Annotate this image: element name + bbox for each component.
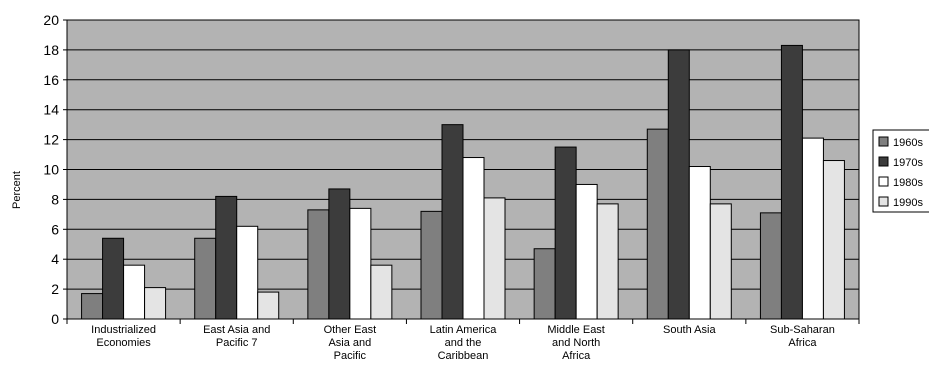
legend-label-1970s: 1970s <box>893 157 923 169</box>
legend-swatch-1960s <box>878 136 889 147</box>
bar-1960s-2 <box>307 209 330 320</box>
bar-1970s-3 <box>441 124 464 320</box>
bar-1960s-1 <box>194 237 217 320</box>
legend-label-1960s: 1960s <box>893 137 923 149</box>
bar-1990s-5 <box>709 203 732 320</box>
x-tick-labels: Industrialized Economies East Asia and Paci… <box>91 324 835 362</box>
y-axis-label: Percent <box>11 171 23 209</box>
bar-1970s-0 <box>102 237 125 320</box>
legend-label-1980s: 1980s <box>893 177 923 189</box>
x-tick-label: Industrialized Economies <box>91 324 156 349</box>
x-tick-label: Other East Asia and Pacific <box>324 324 377 362</box>
bar-1980s-1 <box>236 225 259 320</box>
bar-1980s-0 <box>123 264 146 320</box>
legend-swatch-1970s <box>878 156 889 167</box>
bar-1970s-6 <box>780 44 803 320</box>
bar-1960s-4 <box>533 248 556 320</box>
bar-1960s-6 <box>759 212 782 320</box>
y-tick-label: 0 <box>51 311 59 327</box>
bar-1990s-1 <box>257 291 280 320</box>
y-tick-label: 12 <box>43 132 59 148</box>
x-tick-label: Middle East and North Africa <box>547 324 604 362</box>
y-tick-label: 2 <box>51 281 59 297</box>
x-tick-label: Sub-Saharan Africa <box>770 324 835 349</box>
y-tick-labels: 0 2 4 6 8 10 12 14 16 18 20 <box>43 12 67 327</box>
y-tick-label: 14 <box>43 102 59 118</box>
bar-1970s-4 <box>554 146 577 320</box>
bars <box>81 44 845 320</box>
bar-1990s-2 <box>370 264 393 320</box>
legend-swatch-1990s <box>878 196 889 207</box>
x-tick-label: South Asia <box>663 324 716 336</box>
bar-1980s-3 <box>462 157 485 320</box>
legend-label-1990s: 1990s <box>893 197 923 209</box>
y-tick-label: 20 <box>43 12 59 28</box>
bar-1990s-6 <box>822 160 845 320</box>
bar-1980s-4 <box>575 183 598 320</box>
y-tick-label: 8 <box>51 191 59 207</box>
bar-1980s-5 <box>688 166 711 320</box>
bar-1970s-5 <box>667 49 690 320</box>
bar-1970s-2 <box>328 188 351 320</box>
legend-swatch-1980s <box>878 176 889 187</box>
bar-1960s-0 <box>81 293 104 320</box>
y-tick-label: 10 <box>43 162 59 178</box>
bar-1980s-6 <box>801 137 824 320</box>
bar-1990s-4 <box>596 203 619 320</box>
y-tick-label: 4 <box>51 251 59 267</box>
x-tick-label: Latin America and the Caribbean <box>430 324 498 362</box>
bar-1960s-3 <box>420 210 443 320</box>
bar-1990s-3 <box>483 197 506 320</box>
bar-1980s-2 <box>349 207 372 320</box>
bar-1960s-5 <box>646 128 669 320</box>
y-tick-label: 16 <box>43 72 59 88</box>
y-tick-label: 6 <box>51 221 59 237</box>
legend: 1960s 1970s 1980s 1990s <box>872 129 929 213</box>
y-tick-label: 18 <box>43 42 59 58</box>
x-tick-label: East Asia and Pacific 7 <box>203 324 270 349</box>
bar-1970s-1 <box>215 195 238 320</box>
bar-1990s-0 <box>144 287 167 320</box>
